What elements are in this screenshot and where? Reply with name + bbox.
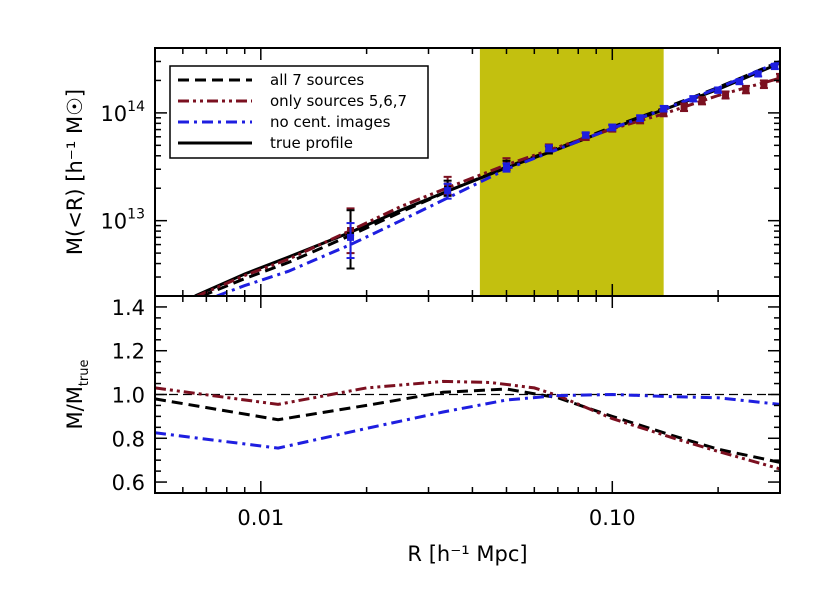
error-bar-only-sources-5-6-7-13 xyxy=(776,72,780,83)
top-series-true-profile xyxy=(194,61,780,296)
error-bar-marker xyxy=(444,187,452,195)
top-series-all-7-sources xyxy=(201,60,780,296)
error-bar-no-cent-images-1 xyxy=(443,182,452,200)
bottom-series-no-cent-images xyxy=(155,392,780,450)
error-bar-only-sources-5-6-7-8 xyxy=(680,102,689,113)
error-bar-no-cent-images-7 xyxy=(659,104,668,113)
error-bar-no-cent-images-6 xyxy=(636,114,645,123)
legend-label-only-sources-5-6-7: only sources 5,6,7 xyxy=(270,92,407,110)
x-tick-label-0: 0.01 xyxy=(237,506,284,530)
top-y-tick-label-1: 1014 xyxy=(100,99,145,126)
error-bar-marker xyxy=(660,105,668,113)
bottom-y-tick-label-1: 0.8 xyxy=(112,427,145,451)
legend: all 7 sources only sources 5,6,7 no cent. … xyxy=(169,65,429,159)
x-tick-label-1: 0.10 xyxy=(589,506,636,530)
error-bar-marker xyxy=(689,95,697,103)
bottom-axis-ticks: 0.6 0.8 1.0 1.2 1.4 0.01 0.10 xyxy=(112,296,780,530)
legend-label-true-profile: true profile xyxy=(270,134,353,152)
top-y-tick-label-0: 1013 xyxy=(100,207,145,234)
y-tick-exponent: 13 xyxy=(127,207,145,223)
bottom-y-tick-label-2: 1.0 xyxy=(112,384,145,408)
bottom-y-axis-label-subscript: true xyxy=(77,360,92,387)
error-bar-marker xyxy=(582,131,590,139)
y-tick-exponent: 14 xyxy=(127,99,145,115)
bottom-y-tick-label-0: 0.6 xyxy=(112,471,145,495)
error-bar-marker xyxy=(660,109,668,117)
error-bar-no-cent-images-5 xyxy=(608,123,617,132)
bottom-y-tick-label-4: 1.4 xyxy=(112,296,145,320)
error-bar-marker xyxy=(698,97,706,105)
error-bar-no-cent-images-2 xyxy=(502,162,511,173)
error-bar-marker xyxy=(754,70,762,78)
bottom-series-only-sources-5-6-7 xyxy=(155,379,780,471)
legend-label-all-7-sources: all 7 sources xyxy=(270,71,364,89)
error-bar-no-cent-images-8 xyxy=(689,95,698,103)
y-tick-base: 10 xyxy=(100,102,127,126)
error-bar-only-sources-5-6-7-10 xyxy=(721,90,730,100)
error-bar-marker xyxy=(636,114,644,122)
top-error-bars xyxy=(346,62,780,270)
x-axis-label: R [h⁻¹ Mpc] xyxy=(407,542,527,566)
error-bar-only-sources-5-6-7-12 xyxy=(759,79,768,90)
error-bar-no-cent-images-11 xyxy=(754,70,763,78)
error-bar-marker xyxy=(742,85,750,93)
error-bar-marker xyxy=(714,86,722,94)
error-bar-no-cent-images-4 xyxy=(581,131,590,139)
error-bar-marker xyxy=(722,91,730,99)
error-bar-marker xyxy=(545,144,553,152)
top-series-only-sources-5-6-7 xyxy=(196,76,780,296)
error-bar-marker xyxy=(502,164,510,172)
top-y-axis-label: M(<R) [h⁻¹ M☉] xyxy=(63,89,87,255)
error-bar-marker xyxy=(347,233,355,241)
bottom-y-axis-label-main: M/M xyxy=(63,386,87,429)
bottom-y-tick-label-3: 1.2 xyxy=(112,340,145,364)
error-bar-marker xyxy=(680,103,688,111)
error-bar-no-cent-images-10 xyxy=(735,78,744,86)
error-bar-no-cent-images-3 xyxy=(544,144,553,153)
error-bar-marker xyxy=(760,80,768,88)
error-bar-marker xyxy=(776,74,780,82)
bottom-panel: 0.6 0.8 1.0 1.2 1.4 0.01 0.10 M/Mtrue R [h⁻¹ M… xyxy=(63,295,781,566)
error-bar-marker xyxy=(771,62,779,70)
bottom-series-all-7-sources xyxy=(155,387,780,464)
error-bar-marker xyxy=(735,78,743,86)
shaded-region xyxy=(479,48,664,296)
error-bar-marker xyxy=(608,124,616,132)
error-bar-no-cent-images-0 xyxy=(346,222,355,260)
legend-label-no-cent-images: no cent. images xyxy=(270,113,391,131)
error-bar-no-cent-images-12 xyxy=(770,62,779,71)
bottom-y-axis-label: M/Mtrue xyxy=(63,360,92,430)
top-series-group xyxy=(194,60,780,296)
error-bar-no-cent-images-9 xyxy=(714,86,723,94)
error-bar-only-sources-5-6-7-11 xyxy=(741,84,750,95)
y-tick-base: 10 xyxy=(100,210,127,234)
bottom-series-group xyxy=(155,379,780,471)
error-bar-only-sources-5-6-7-9 xyxy=(698,96,707,106)
